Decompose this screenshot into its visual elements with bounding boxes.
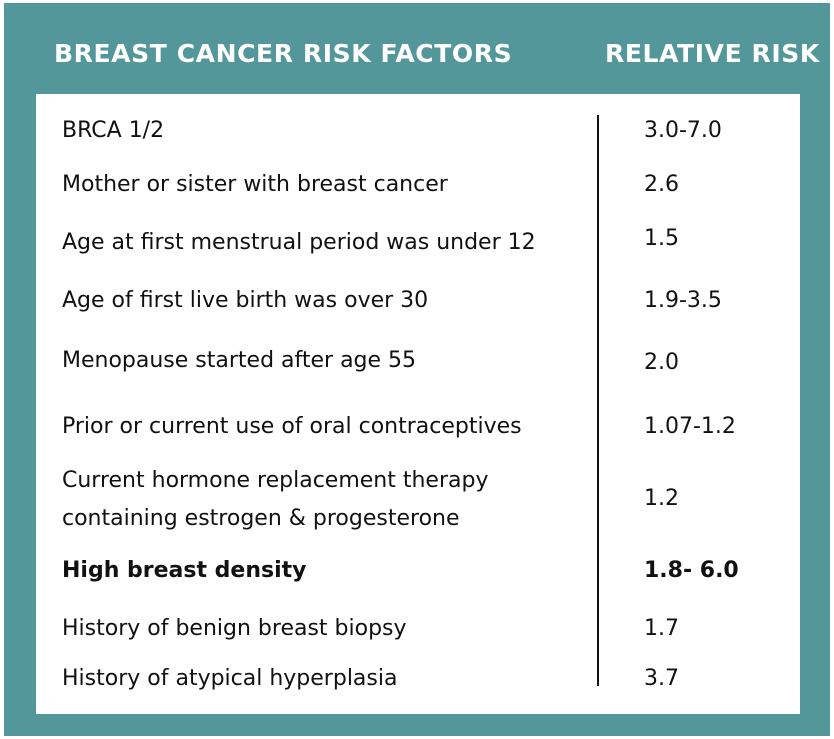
factor-oral-contraceptives: Prior or current use of oral contracepti…: [62, 414, 522, 439]
risk-menopause: 2.0: [644, 350, 679, 375]
factor-mother-sister: Mother or sister with breast cancer: [62, 172, 448, 197]
factor-atypical-hyperplasia: History of atypical hyperplasia: [62, 666, 398, 691]
risk-breast-density: 1.8- 6.0: [644, 558, 739, 583]
factor-hormone-therapy-line2: containing estrogen & progesterone: [62, 506, 460, 531]
risk-benign-biopsy: 1.7: [644, 616, 679, 641]
risk-first-birth: 1.9-3.5: [644, 288, 722, 313]
risk-brca: 3.0-7.0: [644, 118, 722, 143]
factor-menstrual-age: Age at first menstrual period was under …: [62, 230, 536, 255]
relative-risk-header: RELATIVE RISK: [605, 39, 820, 68]
factor-brca: BRCA 1/2: [62, 118, 165, 143]
risk-hormone-therapy: 1.2: [644, 486, 679, 511]
table-panel: [36, 94, 800, 714]
column-divider: [597, 115, 599, 686]
factor-hormone-therapy-line1: Current hormone replacement therapy: [62, 468, 489, 493]
risk-menstrual-age: 1.5: [644, 226, 679, 251]
factor-first-birth: Age of first live birth was over 30: [62, 288, 429, 313]
risk-factors-header: BREAST CANCER RISK FACTORS: [54, 39, 513, 68]
factor-menopause: Menopause started after age 55: [62, 348, 417, 373]
risk-mother-sister: 2.6: [644, 172, 679, 197]
factor-benign-biopsy: History of benign breast biopsy: [62, 616, 407, 641]
risk-atypical-hyperplasia: 3.7: [644, 666, 679, 691]
factor-breast-density: High breast density: [62, 558, 307, 583]
risk-oral-contraceptives: 1.07-1.2: [644, 414, 736, 439]
